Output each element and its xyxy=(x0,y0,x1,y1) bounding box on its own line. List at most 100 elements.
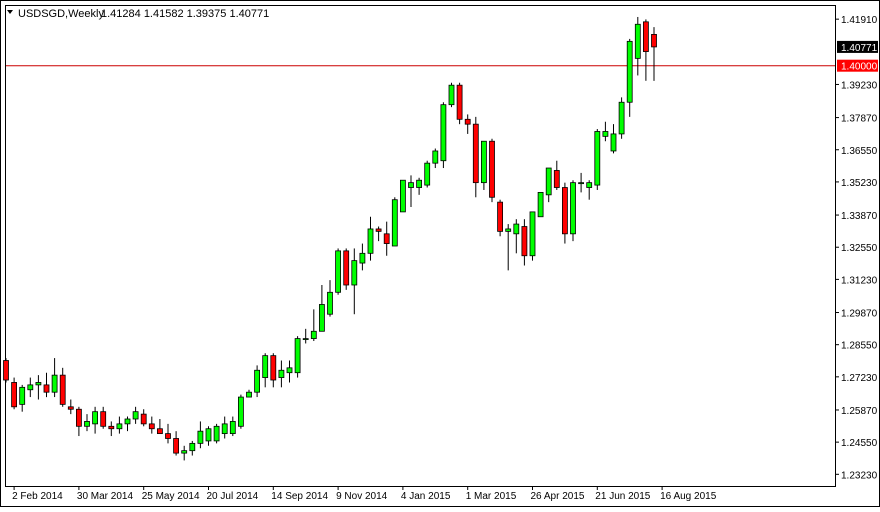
candle xyxy=(246,389,252,398)
candle xyxy=(327,280,333,317)
candle xyxy=(181,445,188,461)
candle-body-down xyxy=(59,374,66,405)
candle-body-up xyxy=(424,162,431,186)
candle xyxy=(578,172,584,193)
candle-body-up xyxy=(335,250,342,293)
candle-body-up xyxy=(327,291,333,315)
candle-body-up xyxy=(197,430,204,444)
candle-body-up xyxy=(529,211,536,257)
candle-body-up xyxy=(310,330,317,339)
candle-body-up xyxy=(610,133,617,152)
time-axis[interactable]: 2 Feb 2014 30 Mar 2014 25 May 2014 20 Jul 2… xyxy=(12,486,717,502)
candle-body-up xyxy=(586,182,593,188)
candle xyxy=(108,421,115,437)
candle xyxy=(472,116,479,198)
candle xyxy=(343,248,350,290)
candle-body-down xyxy=(497,201,504,232)
candle-body-down xyxy=(108,425,115,430)
candle-body-up xyxy=(602,131,609,137)
candle xyxy=(424,160,431,188)
candle-body-down xyxy=(489,140,495,198)
candle-body-up xyxy=(505,228,512,232)
candle xyxy=(432,148,439,169)
y-tick-label: 1.37870 xyxy=(841,114,878,125)
candle xyxy=(213,423,220,444)
candle-body-down xyxy=(100,411,107,427)
candle-body-up xyxy=(84,421,90,427)
candle-body-down xyxy=(472,123,479,184)
candle-body-up xyxy=(399,179,406,213)
candle-body-up xyxy=(578,182,584,185)
current-price-marker-label: 1.40771 xyxy=(841,43,878,54)
candle-body-up xyxy=(237,396,244,427)
candle-body-up xyxy=(254,369,261,393)
level-price-marker-label: 1.40000 xyxy=(841,62,878,73)
candle xyxy=(11,377,18,410)
candle-body-up xyxy=(181,450,188,454)
candle-body-up xyxy=(408,182,414,188)
candle xyxy=(359,243,366,271)
candle xyxy=(43,372,50,398)
x-tick-label: 30 Mar 2014 xyxy=(77,491,134,502)
candle-body-up xyxy=(205,428,212,442)
triangle-down-icon[interactable] xyxy=(7,10,13,14)
candle xyxy=(513,219,520,254)
candle-body-down xyxy=(343,250,350,286)
candle-body-down xyxy=(562,187,568,235)
candle-body-up xyxy=(432,150,439,164)
candle xyxy=(562,182,568,244)
candle xyxy=(408,175,414,208)
candle-body-down xyxy=(173,438,180,454)
y-tick-label: 1.24550 xyxy=(841,438,878,449)
candle xyxy=(116,416,123,434)
candle-body-down xyxy=(651,34,657,48)
candle-body-down xyxy=(553,170,560,188)
candle xyxy=(505,224,512,271)
candle-body-up xyxy=(189,442,196,452)
candle-body-up xyxy=(513,223,520,235)
candle xyxy=(286,360,293,383)
candle xyxy=(35,375,42,400)
candle-body-up xyxy=(286,367,293,374)
x-tick-label: 1 Mar 2015 xyxy=(466,491,517,502)
candle xyxy=(27,377,34,398)
candle-body-up xyxy=(124,418,131,425)
candle-body-down xyxy=(456,84,463,120)
candle xyxy=(148,416,155,434)
candle xyxy=(570,180,576,242)
x-tick-label: 9 Nov 2014 xyxy=(336,491,388,502)
price-axis[interactable]: 1.41910 1.39230 1.37870 1.36550 1.35230 1.338… xyxy=(835,15,878,481)
candle xyxy=(610,124,617,154)
candle xyxy=(124,416,131,432)
y-tick-label: 1.33870 xyxy=(841,211,878,222)
candle-body-up xyxy=(448,84,455,106)
candle xyxy=(545,167,552,203)
candle xyxy=(237,394,244,429)
candle xyxy=(537,191,544,218)
candle xyxy=(318,284,325,332)
candle xyxy=(399,179,406,213)
plot-area[interactable] xyxy=(5,5,836,487)
candle-body-down xyxy=(67,406,74,410)
candle xyxy=(59,367,66,407)
candle xyxy=(302,328,309,344)
candle-body-up xyxy=(570,182,576,235)
y-tick-label: 1.23230 xyxy=(841,470,878,481)
candle-body-up xyxy=(545,167,552,196)
candle xyxy=(497,199,504,237)
candle xyxy=(76,406,82,437)
x-tick-label: 2 Feb 2014 xyxy=(12,491,63,502)
candle-body-down xyxy=(165,433,171,439)
candle-body-up xyxy=(294,338,301,374)
y-tick-label: 1.29870 xyxy=(841,309,878,320)
candle xyxy=(634,16,641,76)
candle xyxy=(92,406,98,434)
candle-body-down xyxy=(521,226,528,257)
candle-body-up xyxy=(262,355,269,378)
candle xyxy=(156,418,163,435)
candle xyxy=(594,129,601,190)
candle-body-up xyxy=(318,304,325,332)
candle xyxy=(586,180,593,200)
candles xyxy=(3,16,657,461)
